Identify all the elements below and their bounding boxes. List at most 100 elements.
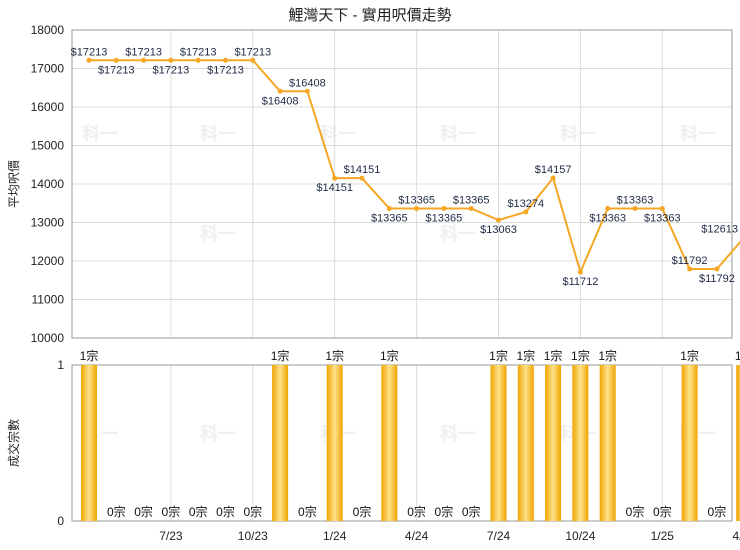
price-point: [86, 57, 92, 63]
watermark-text: 科一: [320, 123, 356, 144]
watermark-text: 科一: [440, 223, 476, 244]
line-y-tick-label: 11000: [32, 293, 65, 307]
count-bar: [572, 365, 589, 521]
bar-value-label: 0宗: [189, 504, 208, 519]
price-point: [195, 57, 201, 63]
price-point-label: $11712: [562, 276, 598, 288]
bar-y-tick-label: 1: [57, 358, 64, 372]
price-point: [168, 57, 174, 63]
bar-value-label: 0宗: [134, 504, 153, 519]
count-bar: [736, 365, 740, 521]
count-bar: [81, 365, 97, 521]
x-tick-label: 4/24: [405, 529, 429, 543]
price-point-label: $17213: [153, 64, 190, 76]
price-point: [386, 205, 392, 211]
x-tick-label: 7/23: [159, 529, 183, 543]
count-bar: [517, 365, 534, 521]
line-y-tick-label: 14000: [31, 177, 65, 191]
x-tick-label: 1/24: [323, 529, 347, 543]
bar-value-label: 0宗: [243, 504, 262, 519]
bar-value-label: 0宗: [708, 504, 727, 519]
bar-value-label: 1宗: [598, 348, 617, 363]
line-y-tick-label: 17000: [31, 62, 65, 76]
bar-series: 1宗 0宗 0宗 0宗 0宗 0宗 0宗 1宗 0宗 1宗 0宗 1宗 0宗 0宗 0宗 1宗 1宗 1宗 1宗 1宗…: [80, 348, 740, 521]
bar-value-label: 0宗: [462, 504, 481, 519]
watermark-text: 科一: [200, 123, 236, 144]
price-point-label: $17213: [234, 46, 271, 58]
count-bar: [681, 365, 698, 521]
line-chart-grid: [72, 29, 732, 339]
line-chart-frame: [71, 29, 733, 339]
price-point-label: $14151: [344, 164, 381, 176]
count-bar: [545, 365, 562, 521]
bar-chart-frame: [71, 364, 733, 522]
count-bar: [381, 365, 398, 521]
watermark-text: 科一: [680, 123, 716, 144]
bar-value-label: 0宗: [407, 504, 426, 519]
line-y-axis-title: 平均呎價: [7, 160, 21, 208]
price-point: [441, 205, 447, 211]
chart-title: 鯉灣天下 - 實用呎價走勢: [288, 6, 451, 24]
count-bar: [599, 365, 616, 521]
x-tick-label: 10/23: [238, 529, 268, 543]
price-point-label: $12613: [701, 223, 738, 235]
price-point: [632, 206, 638, 212]
watermark-text: 科一: [200, 223, 236, 244]
x-tick-label: 1/25: [651, 529, 675, 543]
price-point: [550, 175, 556, 181]
bar-value-label: 1宗: [325, 348, 344, 363]
price-point-label: $17213: [125, 46, 162, 58]
x-tick-label: 10/24: [565, 529, 595, 543]
bar-value-label: 0宗: [626, 504, 645, 519]
price-point: [523, 209, 529, 215]
watermark-text: 科一: [560, 123, 596, 144]
watermark-layer: 科一科一科一科一科一科一科一科一科一科一科一科一科一科一: [82, 123, 716, 444]
price-point: [332, 175, 338, 181]
line-y-tick-label: 13000: [31, 216, 65, 230]
bar-y-tick-labels: 01: [57, 358, 64, 528]
count-bar: [490, 365, 507, 521]
x-tick-label: 7/24: [487, 529, 511, 543]
bar-value-label: 0宗: [653, 504, 672, 519]
bar-value-label: 1宗: [571, 348, 590, 363]
price-point: [468, 205, 474, 211]
bar-value-label: 1宗: [516, 348, 535, 363]
price-point-label: $17213: [98, 64, 135, 76]
price-point: [714, 266, 720, 272]
price-point: [605, 206, 611, 212]
price-point: [141, 57, 147, 63]
price-point-label: $14151: [316, 182, 353, 194]
line-y-tick-label: 12000: [31, 254, 65, 268]
line-y-tick-label: 10000: [31, 331, 65, 345]
bar-y-tick-label: 0: [57, 514, 64, 528]
price-line: [89, 59, 740, 276]
price-point: [659, 206, 665, 212]
bar-value-label: 1宗: [735, 348, 740, 363]
line-y-tick-label: 15000: [31, 139, 65, 153]
price-point: [687, 266, 693, 272]
x-tick-label: 4/25: [733, 529, 740, 543]
price-point: [304, 88, 310, 94]
bar-value-label: 0宗: [435, 504, 454, 519]
watermark-text: 科一: [82, 123, 118, 144]
bar-value-label: 1宗: [380, 348, 399, 363]
price-point-label: $17213: [180, 46, 217, 58]
bar-value-label: 1宗: [489, 348, 508, 363]
line-series: $17213 $17213 $17213 $17213 $17213 $17213 $172…: [71, 46, 740, 288]
bar-value-label: 0宗: [216, 504, 235, 519]
price-point-label: $16408: [289, 77, 326, 89]
price-point-label: $13365: [426, 212, 463, 224]
price-point-label: $13363: [617, 195, 654, 207]
price-point: [414, 205, 420, 211]
watermark-text: 科一: [200, 423, 236, 444]
price-point: [250, 57, 256, 63]
line-y-tick-labels: 10000 11000 12000 13000 14000 15000 16000 17000…: [31, 23, 65, 345]
watermark-text: 科一: [440, 423, 476, 444]
price-point: [113, 57, 119, 63]
bar-value-label: 0宗: [107, 504, 126, 519]
price-point-label: $16408: [262, 95, 299, 107]
bar-value-label: 0宗: [298, 504, 317, 519]
price-point-label: $11792: [699, 273, 735, 285]
price-point: [277, 88, 283, 94]
bar-y-axis-title: 成交宗數: [6, 419, 21, 467]
